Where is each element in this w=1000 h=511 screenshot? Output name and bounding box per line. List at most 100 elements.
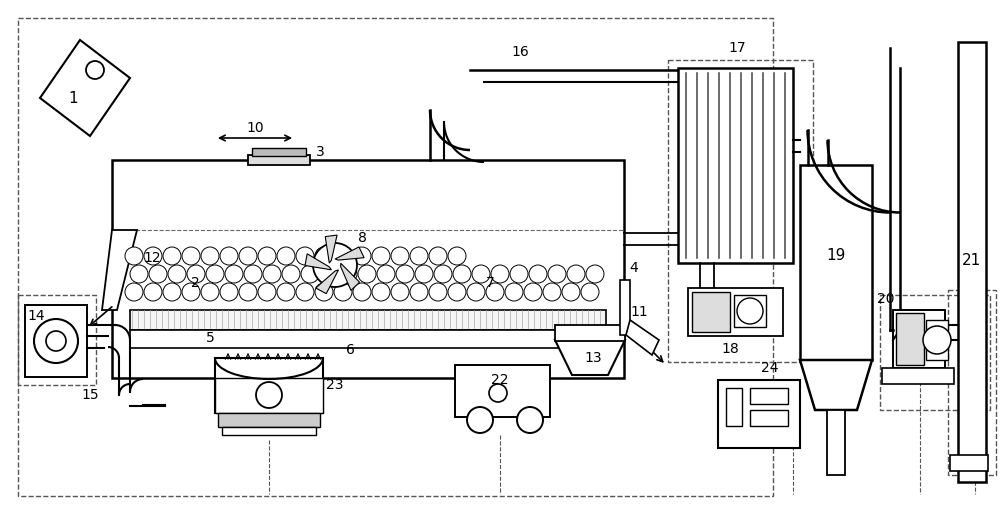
Circle shape xyxy=(130,265,148,283)
Circle shape xyxy=(923,326,951,354)
Bar xyxy=(827,410,845,475)
Circle shape xyxy=(448,247,466,265)
Bar xyxy=(882,368,954,384)
Circle shape xyxy=(581,283,599,301)
Bar xyxy=(130,310,606,330)
Bar xyxy=(25,305,87,377)
Text: 10: 10 xyxy=(246,121,264,135)
Circle shape xyxy=(489,384,507,402)
Circle shape xyxy=(220,247,238,265)
Circle shape xyxy=(149,265,167,283)
Circle shape xyxy=(46,331,66,351)
Circle shape xyxy=(391,283,409,301)
Circle shape xyxy=(391,247,409,265)
Bar xyxy=(692,292,730,332)
Text: 8: 8 xyxy=(358,231,366,245)
Bar xyxy=(750,410,788,426)
Text: 4: 4 xyxy=(630,261,638,275)
Circle shape xyxy=(548,265,566,283)
Text: 1: 1 xyxy=(68,90,78,105)
Circle shape xyxy=(244,265,262,283)
Bar xyxy=(112,160,624,378)
Circle shape xyxy=(372,247,390,265)
Text: 22: 22 xyxy=(491,373,509,387)
Bar xyxy=(678,68,793,263)
Polygon shape xyxy=(316,270,338,294)
Bar xyxy=(734,295,766,327)
Circle shape xyxy=(239,247,257,265)
Bar xyxy=(555,325,625,341)
Circle shape xyxy=(206,265,224,283)
Circle shape xyxy=(334,247,352,265)
Circle shape xyxy=(201,247,219,265)
Circle shape xyxy=(263,265,281,283)
Bar xyxy=(620,280,630,335)
Circle shape xyxy=(524,283,542,301)
Circle shape xyxy=(415,265,433,283)
Circle shape xyxy=(410,283,428,301)
Circle shape xyxy=(562,283,580,301)
Circle shape xyxy=(168,265,186,283)
Circle shape xyxy=(201,283,219,301)
Polygon shape xyxy=(335,247,364,260)
Circle shape xyxy=(282,265,300,283)
Bar xyxy=(215,358,323,413)
Circle shape xyxy=(163,247,181,265)
Circle shape xyxy=(182,283,200,301)
Circle shape xyxy=(296,283,314,301)
Circle shape xyxy=(34,319,78,363)
Circle shape xyxy=(510,265,528,283)
Circle shape xyxy=(296,247,314,265)
Circle shape xyxy=(86,61,104,79)
Bar xyxy=(718,380,800,448)
Circle shape xyxy=(467,283,485,301)
Text: 3: 3 xyxy=(316,145,324,159)
Circle shape xyxy=(529,265,547,283)
Circle shape xyxy=(315,247,333,265)
Polygon shape xyxy=(800,360,872,410)
Bar xyxy=(726,388,742,426)
Circle shape xyxy=(258,283,276,301)
Circle shape xyxy=(313,243,357,287)
Circle shape xyxy=(396,265,414,283)
Circle shape xyxy=(429,283,447,301)
Polygon shape xyxy=(40,40,130,136)
Circle shape xyxy=(505,283,523,301)
Circle shape xyxy=(220,283,238,301)
Circle shape xyxy=(472,265,490,283)
Circle shape xyxy=(301,265,319,283)
Circle shape xyxy=(182,247,200,265)
Circle shape xyxy=(277,247,295,265)
Text: 12: 12 xyxy=(143,251,161,265)
Circle shape xyxy=(353,283,371,301)
Circle shape xyxy=(258,247,276,265)
Text: 21: 21 xyxy=(962,252,982,267)
Text: 13: 13 xyxy=(584,351,602,365)
Text: 23: 23 xyxy=(326,378,344,392)
Text: 7: 7 xyxy=(486,276,494,290)
Circle shape xyxy=(543,283,561,301)
Text: 17: 17 xyxy=(728,41,746,55)
Text: 18: 18 xyxy=(721,342,739,356)
Circle shape xyxy=(320,265,338,283)
Text: 20: 20 xyxy=(877,292,895,306)
Circle shape xyxy=(453,265,471,283)
Polygon shape xyxy=(626,320,659,355)
Bar xyxy=(130,330,606,348)
Bar xyxy=(222,427,316,435)
Circle shape xyxy=(125,247,143,265)
Text: 15: 15 xyxy=(81,388,99,402)
Bar xyxy=(18,295,96,385)
Circle shape xyxy=(517,407,543,433)
Text: 14: 14 xyxy=(27,309,45,323)
Text: 16: 16 xyxy=(511,45,529,59)
Bar xyxy=(958,42,986,482)
Circle shape xyxy=(277,283,295,301)
Circle shape xyxy=(410,247,428,265)
Bar xyxy=(893,310,945,368)
Circle shape xyxy=(144,247,162,265)
Text: 2: 2 xyxy=(191,276,199,290)
Circle shape xyxy=(491,265,509,283)
Bar xyxy=(948,290,996,475)
Bar xyxy=(252,148,306,156)
